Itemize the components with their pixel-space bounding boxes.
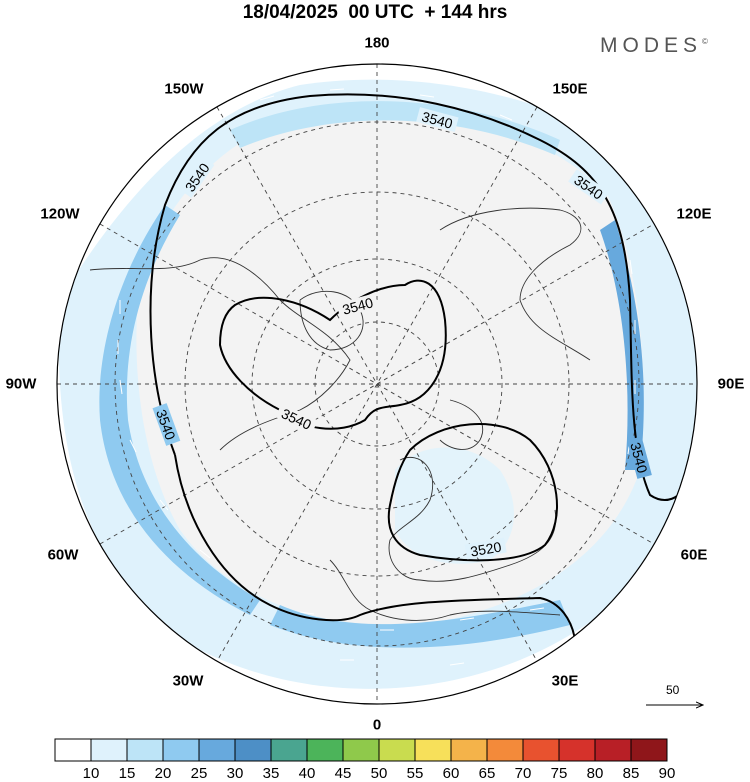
graticule: [57, 64, 697, 704]
lon-label-30w: 30W: [172, 672, 204, 690]
lon-label-30e: 30E: [551, 672, 579, 690]
colorbar-tick-label: 60: [442, 765, 460, 782]
colorbar-tick-label: 25: [190, 765, 208, 782]
lon-label-150e: 150E: [552, 80, 588, 98]
colorbar-swatch: [234, 738, 272, 762]
lon-label-0: 0: [372, 716, 382, 734]
colorbar-swatch: [162, 738, 200, 762]
europe-shading: [395, 447, 514, 564]
colorbar-swatch: [594, 738, 632, 762]
colorbar-swatch: [270, 738, 308, 762]
contour-label: 3540: [341, 294, 375, 318]
colorbar-tick-label: 45: [334, 765, 352, 782]
colorbar-tick-label: 20: [154, 765, 172, 782]
wind-vectors: [117, 88, 636, 666]
colorbar-tick-label: 75: [550, 765, 568, 782]
contour-label: 3540: [420, 108, 454, 132]
map-border: [56, 63, 698, 705]
colorbar-swatch: [342, 738, 380, 762]
colorbar-swatch: [126, 738, 164, 762]
colorbar-swatch: [414, 738, 452, 762]
colorbar-swatch: [522, 738, 560, 762]
contour-3520-euro-low: [387, 423, 558, 562]
colorbar-swatch: [90, 738, 128, 762]
brand-logo: MODES©: [600, 34, 708, 57]
colorbar-swatch: [630, 738, 668, 762]
colorbar-swatch: [198, 738, 236, 762]
lon-label-120e: 120E: [676, 205, 712, 223]
colorbar-swatch: [306, 738, 344, 762]
lon-label-180: 180: [364, 34, 390, 52]
jet-band-inner-hole: [136, 105, 644, 626]
jet-core-west: [99, 205, 261, 615]
map-title: 18/04/2025 00 UTC + 144 hrs: [242, 2, 508, 23]
colorbar: [54, 738, 668, 762]
colorbar-tick-label: 70: [514, 765, 532, 782]
colorbar-swatch: [486, 738, 524, 762]
contour-label: 3520: [469, 538, 503, 559]
lon-label-120w: 120W: [40, 205, 80, 223]
colorbar-swatch: [558, 738, 596, 762]
jet-core-south: [270, 600, 570, 648]
colorbar-tick-label: 55: [406, 765, 424, 782]
lon-label-90w: 90W: [5, 375, 37, 393]
contour-3540-south: [174, 454, 576, 641]
contour-label: 3540: [627, 441, 651, 475]
colorbar-swatch: [54, 738, 92, 762]
colorbar-tick-label: 50: [370, 765, 388, 782]
colorbar-tick-label: 15: [118, 765, 136, 782]
colorbar-tick-label: 85: [622, 765, 640, 782]
colorbar-tick-label: 30: [226, 765, 244, 782]
colorbar-tick-label: 40: [298, 765, 316, 782]
colorbar-swatch: [378, 738, 416, 762]
colorbar-tick-label: 35: [262, 765, 280, 782]
lon-label-60e: 60E: [680, 546, 708, 564]
lon-label-150w: 150W: [164, 80, 204, 98]
colorbar-tick-label: 80: [586, 765, 604, 782]
lon-label-90e: 90E: [717, 375, 745, 393]
colorbar-tick-label: 65: [478, 765, 496, 782]
lon-label-60w: 60W: [47, 546, 79, 564]
colorbar-swatch: [450, 738, 488, 762]
colorbar-tick-label: 90: [658, 765, 676, 782]
colorbar-tick-label: 10: [82, 765, 100, 782]
reference-vector-label: 50: [666, 683, 680, 697]
